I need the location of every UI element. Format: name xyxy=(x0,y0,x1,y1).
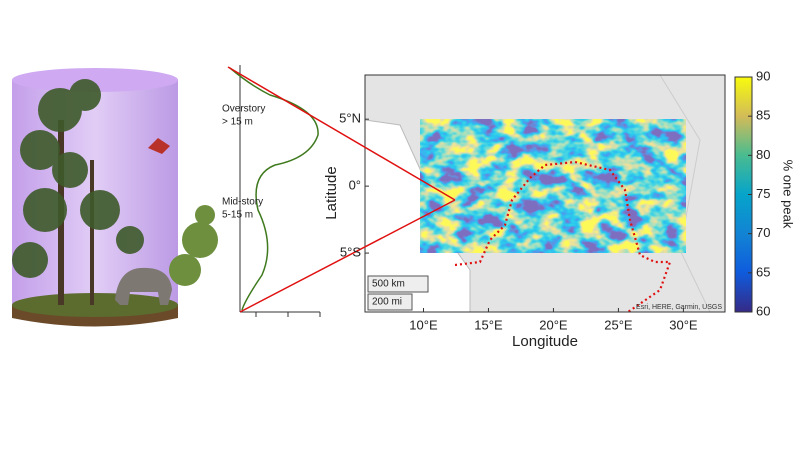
basin-boundary xyxy=(454,160,672,313)
colorbar-tick-label: 60 xyxy=(756,303,770,318)
colorbar-tick-label: 70 xyxy=(756,225,770,240)
colorbar-tick-label: 75 xyxy=(756,186,770,201)
scalebar-label: 500 km xyxy=(372,279,405,290)
x-axis-label: Longitude xyxy=(512,333,578,350)
annotation: > 15 m xyxy=(222,117,253,128)
y-axis-label: Latitude xyxy=(323,166,340,219)
annotation: Mid-story xyxy=(222,197,263,208)
x-tick-label: 30°E xyxy=(669,317,698,332)
forest-illustration xyxy=(12,68,218,327)
attribution: Esri, HERE, Garmin, USGS xyxy=(636,304,722,311)
scalebar-label: 200 mi xyxy=(372,297,402,308)
colorbar-tick-label: 65 xyxy=(756,264,770,279)
y-tick-label: 5°S xyxy=(340,245,361,260)
basemap xyxy=(365,75,711,312)
y-tick-label: 5°N xyxy=(339,111,361,126)
annotation: Overstory xyxy=(222,104,265,115)
x-tick-label: 20°E xyxy=(539,317,568,332)
map-frame xyxy=(364,74,726,313)
annotation: 5-15 m xyxy=(222,210,253,221)
connector xyxy=(227,66,456,201)
y-tick-label: 0° xyxy=(349,178,361,193)
profile: Overstory > 15 m Mid-story 5-15 m xyxy=(222,65,321,317)
connector xyxy=(239,199,456,313)
heatmap xyxy=(420,119,686,253)
colorbar-tick-label: 85 xyxy=(756,108,770,123)
map: 500 km 200 mi Esri, HERE, Garmin, USGS xyxy=(364,74,726,313)
colorbar-tick-label: 80 xyxy=(756,147,770,162)
x-tick-label: 25°E xyxy=(604,317,633,332)
x-tick-label: 10°E xyxy=(409,317,438,332)
colorbar-tick-label: 90 xyxy=(756,68,770,83)
scalebar xyxy=(367,275,429,293)
x-tick-label: 15°E xyxy=(474,317,503,332)
scalebar xyxy=(367,293,413,311)
profile-curve xyxy=(229,67,319,311)
colorbar-label: % one peak xyxy=(781,160,796,229)
